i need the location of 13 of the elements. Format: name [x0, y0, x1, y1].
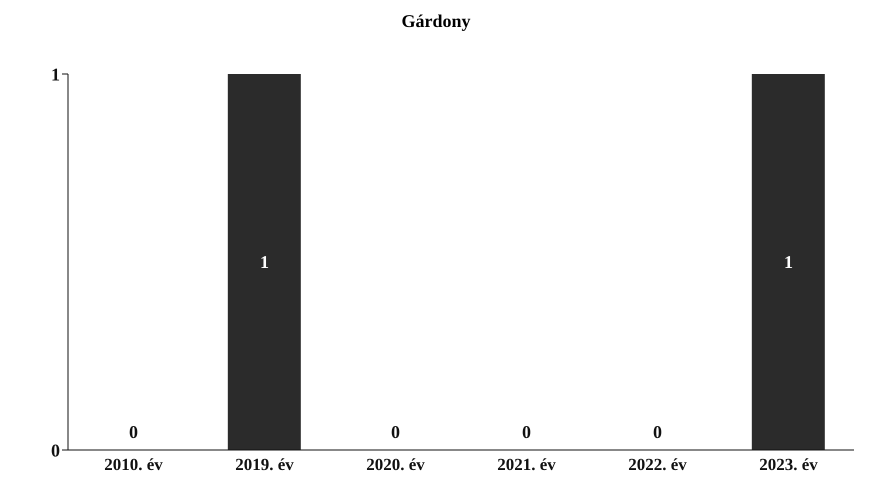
chart-title: Gárdony [400, 10, 472, 33]
data-label: 1 [260, 252, 269, 272]
data-label: 1 [784, 252, 793, 272]
x-tick-label: 2010. év [104, 455, 164, 474]
x-tick-label: 2023. év [759, 455, 818, 474]
data-label: 0 [653, 422, 662, 442]
x-tick-label: 2022. év [628, 455, 688, 474]
x-tick-label: 2019. év [235, 455, 294, 474]
x-tick-label: 2021. év [497, 455, 556, 474]
data-label: 0 [391, 422, 400, 442]
data-label: 0 [522, 422, 531, 442]
x-tick-label: 2020. év [366, 455, 426, 474]
data-label: 0 [129, 422, 138, 442]
